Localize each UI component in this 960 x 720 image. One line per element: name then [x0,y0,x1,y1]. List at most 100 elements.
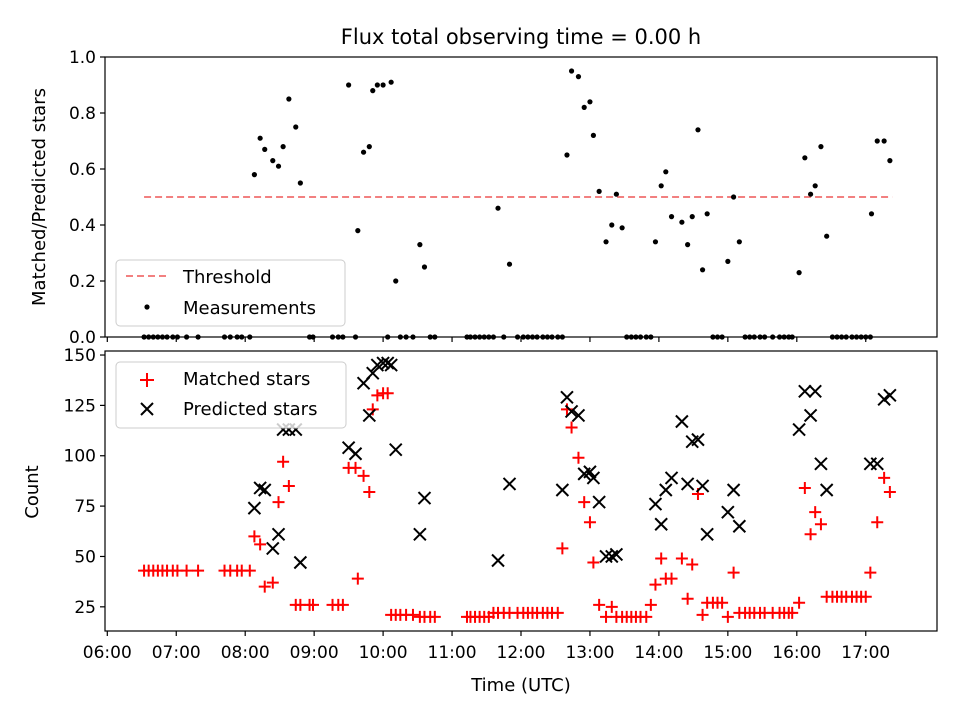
matched-star-point [248,530,261,543]
matched-star-point [640,610,653,623]
predicted-star-point [798,384,812,398]
matched-star-point [282,479,295,492]
measurement-point [807,191,814,197]
measurement-point [652,239,659,245]
bottom-panel: 25 50 75 100 125 150 06:00 07:00 08:00 09:00 10:0… [22,346,938,696]
predicted-star-point [726,483,741,497]
predicted-star-point [583,465,597,479]
measurement-point [619,225,625,231]
matched-star-point [665,572,678,585]
matched-stars-legend-label: Matched stars [183,369,310,390]
measurement-point [564,152,570,158]
bottom-y-tick-label: 125 [64,396,96,416]
predicted-star-point [599,549,613,564]
top-x-axis [106,337,867,342]
measurement-point [725,258,731,264]
measurement-point [596,188,602,194]
bottom-plot-area [138,356,897,623]
predicted-star-point [700,527,714,542]
top-y-tick-label: 0.2 [69,272,96,292]
matched-star-point [583,516,596,529]
predicted-star-point [803,408,818,423]
measurement-point [293,124,299,130]
bottom-y-tick-label: 75 [74,497,96,517]
measurement-point [887,158,893,164]
bottom-x-tick-label: 13:00 [565,643,614,663]
measurement-point [699,267,706,273]
matched-star-point [266,576,279,589]
matched-star-point [406,608,419,621]
matched-star-point [572,451,585,464]
matched-star-point [556,542,569,555]
predicted-star-point [266,541,280,556]
bottom-y-axis-label: Count [22,465,43,518]
bottom-axes-frame [104,350,938,632]
measurement-point [881,138,887,144]
bottom-x-tick-label: 14:00 [634,643,683,663]
predicted-star-point [293,555,308,570]
measurement-point [575,74,582,80]
predicted-star-point [648,497,663,511]
predicted-star-point [883,388,897,403]
measurement-point [251,172,257,178]
predicted-star-point [384,358,398,372]
matched-star-point [786,606,799,619]
measurement-point [370,88,376,94]
measurement-point [360,149,367,155]
matched-star-point [560,403,573,416]
bottom-x-tick-label: 15:00 [703,643,752,663]
measurement-point [679,219,685,225]
matched-star-point [578,496,591,509]
matched-star-point [428,610,441,623]
top-legend: Threshold Measurements [115,259,346,327]
measurement-point [812,183,818,189]
matched-star-point [363,486,376,499]
matched-star-point [605,600,618,613]
matched-star-point [349,461,362,474]
measurement-point [590,132,596,138]
measurements-legend-label: Measurements [183,298,316,319]
bottom-y-tick-label: 50 [74,547,96,567]
matched-star-point [716,596,729,609]
measurement-point [695,127,701,133]
bottom-x-tick-label: 09:00 [290,643,339,663]
matched-star-point [192,564,205,577]
predicted-star-point [271,527,286,542]
matched-star-point [814,518,827,531]
top-y-tick-label: 0.8 [69,104,96,124]
matched-star-point [798,481,811,494]
predicted-star-point [586,471,601,485]
top-panel: 0.0 0.2 0.4 0.6 0.8 1.0 Matched/Predicted sta… [29,48,938,348]
bottom-y-tick-label: 150 [64,346,96,366]
matched-star-point [675,552,688,565]
bottom-x-tick-label: 10:00 [359,643,408,663]
predicted-star-point [695,479,710,493]
top-y-axis: 0.0 0.2 0.4 0.6 0.8 1.0 [69,48,105,348]
measurement-point [355,228,361,234]
measurement-point [270,158,276,164]
predicted-star-point [808,384,822,398]
predicted-star-point [592,495,606,509]
measurement-point [275,163,282,169]
matched-star-point [864,566,877,579]
matched-star-point [551,606,564,619]
bottom-x-axis: 06:00 07:00 08:00 09:00 10:00 11:00 12:00 13:00… [83,631,890,663]
matched-star-point [883,486,896,499]
matched-star-point [793,596,806,609]
top-y-tick-label: 0.0 [69,328,96,348]
predicted-star-point [664,471,679,485]
predicted-star-point [814,457,828,471]
bottom-y-tick-label: 25 [74,598,96,618]
matched-star-point [871,516,884,529]
measurement-point [286,96,292,102]
matched-star-point [686,558,699,571]
top-axes-frame [104,56,938,338]
measurement-point [685,242,691,248]
measurement-point [506,261,513,267]
bottom-x-tick-label: 11:00 [428,643,477,663]
matched-star-point [351,572,364,585]
threshold-legend-label: Threshold [182,267,272,288]
matched-star-point [180,564,193,577]
measurement-point [874,138,880,144]
